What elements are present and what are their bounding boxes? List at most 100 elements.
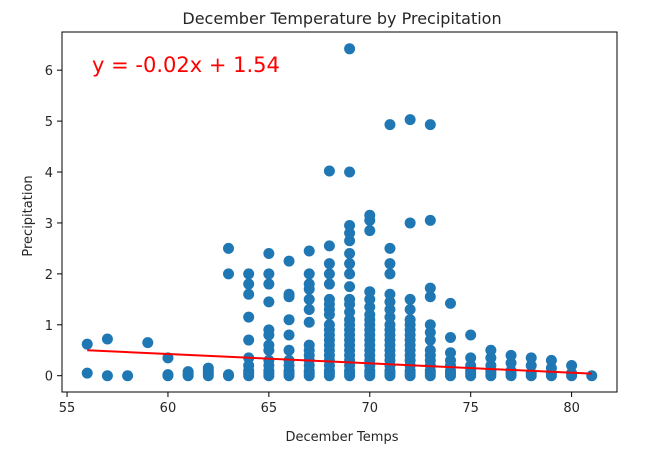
regression-line bbox=[87, 349, 592, 375]
data-point bbox=[243, 278, 255, 290]
data-point bbox=[303, 268, 315, 280]
y-tick-label: 3 bbox=[45, 217, 53, 232]
plot-frame bbox=[61, 31, 618, 393]
data-point bbox=[364, 293, 376, 305]
data-point bbox=[323, 240, 335, 252]
data-point bbox=[323, 258, 335, 270]
x-tick-label: 55 bbox=[59, 401, 76, 416]
data-point bbox=[344, 314, 356, 326]
data-point bbox=[303, 293, 315, 305]
data-point bbox=[243, 311, 255, 323]
data-point bbox=[505, 357, 517, 369]
data-point bbox=[344, 219, 356, 231]
data-point bbox=[344, 258, 356, 270]
data-point bbox=[223, 369, 234, 381]
data-point bbox=[223, 242, 234, 254]
data-point bbox=[364, 301, 376, 313]
data-point bbox=[485, 344, 497, 356]
data-point bbox=[283, 255, 295, 267]
data-point bbox=[323, 319, 335, 331]
y-tick-label: 4 bbox=[45, 166, 53, 181]
data-point bbox=[182, 366, 194, 378]
data-point bbox=[424, 291, 436, 303]
x-tick-label: 60 bbox=[160, 401, 177, 416]
data-point bbox=[283, 314, 295, 326]
data-point bbox=[525, 352, 537, 364]
data-point bbox=[404, 293, 416, 305]
data-point bbox=[545, 354, 557, 366]
data-point bbox=[404, 114, 416, 126]
data-point bbox=[283, 344, 295, 356]
data-point bbox=[424, 326, 436, 338]
data-point bbox=[243, 360, 255, 372]
data-point bbox=[283, 329, 295, 341]
data-point bbox=[344, 43, 356, 55]
data-point bbox=[323, 293, 335, 305]
data-point bbox=[344, 293, 356, 305]
y-axis-label: Precipitation bbox=[21, 175, 36, 256]
data-point bbox=[424, 344, 436, 356]
data-point bbox=[344, 166, 356, 178]
data-point bbox=[424, 282, 436, 294]
data-point bbox=[384, 319, 396, 331]
y-tick-label: 2 bbox=[45, 268, 53, 283]
data-point bbox=[263, 296, 275, 308]
scatter-points bbox=[81, 43, 598, 382]
data-point bbox=[364, 209, 376, 221]
data-point bbox=[344, 235, 356, 247]
data-point bbox=[283, 288, 295, 300]
data-point bbox=[101, 370, 113, 382]
data-point bbox=[404, 314, 416, 326]
data-point bbox=[263, 278, 275, 290]
data-point bbox=[81, 367, 93, 379]
data-point bbox=[384, 296, 396, 308]
data-point bbox=[323, 268, 335, 280]
y-tick-label: 1 bbox=[45, 319, 53, 334]
data-point bbox=[364, 286, 376, 298]
data-point bbox=[263, 324, 275, 336]
data-point bbox=[162, 369, 174, 381]
data-point bbox=[101, 333, 113, 345]
data-point bbox=[344, 247, 356, 259]
data-point bbox=[424, 214, 436, 226]
data-point bbox=[303, 304, 315, 316]
y-tick-label: 6 bbox=[45, 64, 53, 79]
data-point bbox=[323, 278, 335, 290]
data-point bbox=[303, 316, 315, 328]
data-point bbox=[263, 339, 275, 351]
data-point bbox=[303, 339, 315, 351]
data-point bbox=[445, 332, 456, 344]
data-point bbox=[384, 311, 396, 323]
y-tick-label: 5 bbox=[45, 115, 53, 130]
data-point bbox=[303, 278, 315, 290]
data-point bbox=[364, 225, 376, 237]
data-point bbox=[566, 360, 578, 372]
data-point bbox=[223, 268, 234, 280]
data-point bbox=[263, 247, 275, 259]
data-point bbox=[384, 258, 396, 270]
data-point bbox=[404, 217, 416, 229]
y-tick-label: 0 bbox=[45, 370, 53, 385]
data-point bbox=[384, 268, 396, 280]
data-point bbox=[243, 334, 255, 346]
data-point bbox=[162, 352, 174, 364]
data-point bbox=[344, 227, 356, 239]
x-axis-label: December Temps bbox=[286, 430, 399, 445]
data-point bbox=[202, 362, 214, 374]
x-tick-label: 65 bbox=[261, 401, 278, 416]
data-point bbox=[323, 165, 335, 177]
data-point bbox=[445, 297, 456, 309]
regression-equation: y = -0.02x + 1.54 bbox=[92, 53, 280, 77]
data-point bbox=[122, 370, 134, 382]
x-tick-label: 75 bbox=[462, 401, 479, 416]
data-point bbox=[243, 268, 255, 280]
data-point bbox=[465, 329, 477, 341]
data-point bbox=[424, 119, 436, 131]
data-point bbox=[505, 349, 517, 361]
plot-area: 55 60 65 70 75 80 0 1 2 3 4 5 6 bbox=[45, 31, 618, 416]
data-point bbox=[263, 268, 275, 280]
data-point bbox=[384, 304, 396, 316]
data-point bbox=[384, 288, 396, 300]
x-tick-label: 70 bbox=[361, 401, 378, 416]
